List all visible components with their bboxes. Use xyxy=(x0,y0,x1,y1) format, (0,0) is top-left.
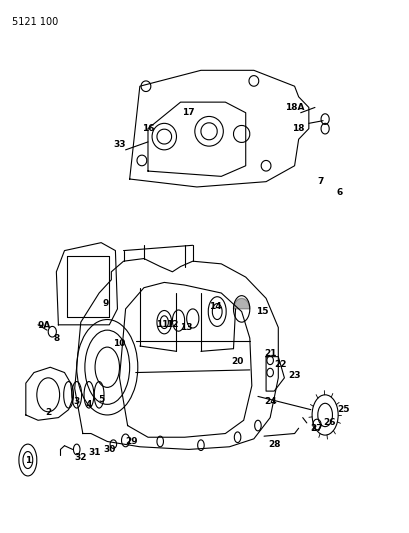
Text: 27: 27 xyxy=(310,424,323,433)
Text: 5: 5 xyxy=(98,394,104,403)
Wedge shape xyxy=(233,298,249,309)
Text: 6: 6 xyxy=(335,188,342,197)
Text: 7: 7 xyxy=(317,177,324,186)
Text: 24: 24 xyxy=(263,397,276,406)
Text: 30: 30 xyxy=(103,445,115,454)
Text: 18: 18 xyxy=(292,124,304,133)
Text: 17: 17 xyxy=(182,108,195,117)
Text: 18A: 18A xyxy=(284,103,303,112)
Text: 3: 3 xyxy=(74,397,80,406)
Text: 33: 33 xyxy=(113,140,126,149)
Text: 23: 23 xyxy=(288,370,300,379)
Text: 10: 10 xyxy=(113,339,126,348)
Text: 2: 2 xyxy=(45,408,51,417)
Text: 11: 11 xyxy=(155,320,168,329)
Text: 14: 14 xyxy=(208,302,221,311)
Text: 22: 22 xyxy=(274,360,286,369)
Text: 32: 32 xyxy=(74,453,87,462)
Text: 21: 21 xyxy=(263,350,276,359)
Text: 9: 9 xyxy=(102,299,108,308)
Text: 16: 16 xyxy=(142,124,154,133)
Text: 25: 25 xyxy=(336,405,349,414)
Text: 15: 15 xyxy=(255,307,267,316)
Text: 26: 26 xyxy=(322,418,335,427)
Text: 1: 1 xyxy=(25,456,31,465)
Text: 4: 4 xyxy=(85,400,92,409)
Text: 20: 20 xyxy=(231,358,243,367)
Text: 8: 8 xyxy=(53,334,59,343)
Text: 13: 13 xyxy=(180,323,193,332)
Text: 9A: 9A xyxy=(37,321,51,330)
Text: 12: 12 xyxy=(166,320,178,329)
Text: 5121 100: 5121 100 xyxy=(11,17,58,27)
Text: 29: 29 xyxy=(125,437,138,446)
Text: 31: 31 xyxy=(89,448,101,457)
Text: 28: 28 xyxy=(267,440,280,449)
